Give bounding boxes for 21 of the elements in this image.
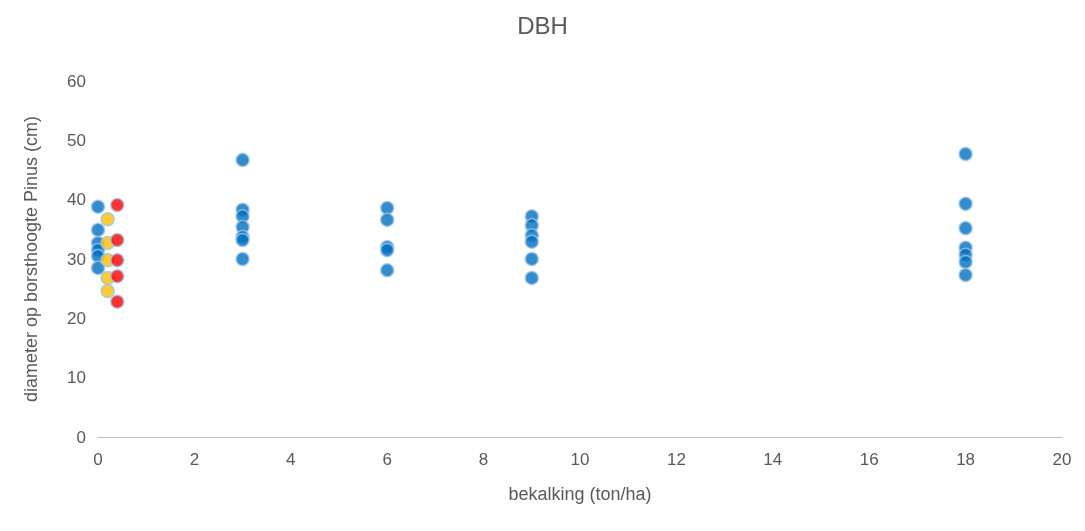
x-tick-label: 18 — [956, 450, 976, 469]
chart-title: DBH — [517, 11, 568, 39]
y-tick-label: 60 — [67, 71, 86, 91]
y-tick-label: 30 — [67, 249, 86, 269]
x-axis-title: bekalking (ton/ha) — [508, 484, 652, 504]
x-tick-label: 0 — [93, 450, 103, 469]
x-tick-label: 4 — [286, 450, 296, 469]
x-tick-label: 20 — [1052, 450, 1072, 469]
y-tick-label: 0 — [76, 427, 86, 447]
y-tick-label: 40 — [67, 190, 86, 210]
x-tick-label: 10 — [570, 450, 590, 469]
x-tick-label: 8 — [478, 450, 489, 469]
x-tick-label: 14 — [763, 450, 783, 469]
x-tick-label: 2 — [189, 450, 200, 469]
x-tick-label: 16 — [859, 450, 879, 469]
x-tick-label: 12 — [666, 450, 686, 469]
y-tick-label: 50 — [67, 130, 86, 150]
y-axis-title: diameter op borsthoogte Pinus (cm) — [21, 115, 41, 403]
y-tick-label: 10 — [67, 368, 86, 388]
y-tick-label: 20 — [67, 308, 86, 328]
x-tick-label: 6 — [382, 450, 392, 469]
